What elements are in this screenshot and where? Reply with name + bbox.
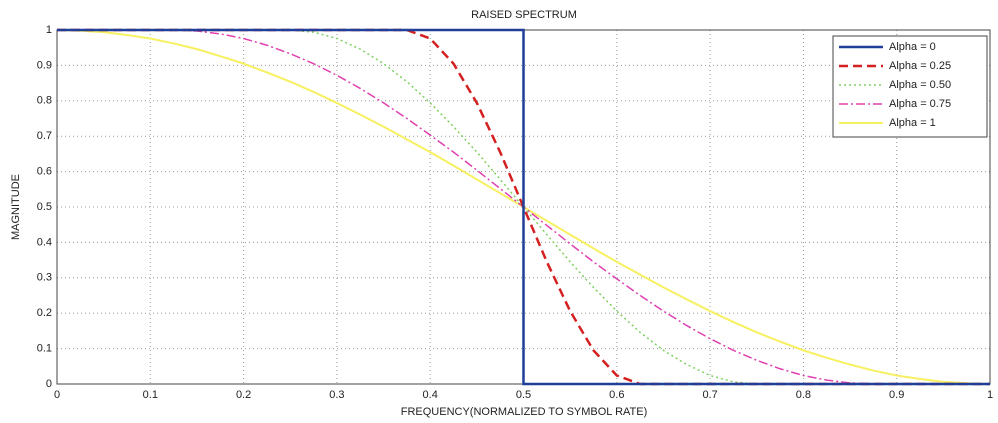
y-tick-label: 0.9 [37, 59, 52, 71]
legend-label: Alpha = 0 [889, 41, 936, 53]
legend-label: Alpha = 1 [889, 117, 936, 129]
y-tick-label: 0.7 [37, 130, 52, 142]
legend-label: Alpha = 0.75 [889, 98, 951, 110]
y-tick-label: 0 [46, 378, 52, 390]
y-tick-label: 0.6 [37, 166, 52, 178]
y-axis-label: MAGNITUDE [10, 174, 22, 240]
x-tick-label: 0.5 [516, 389, 531, 401]
legend-label: Alpha = 0.25 [889, 60, 951, 72]
x-tick-label: 0.2 [236, 389, 251, 401]
chart: RAISED SPECTRUM FREQUENCY(NORMALIZED TO … [0, 0, 998, 423]
x-tick-label: 0.6 [609, 389, 624, 401]
y-tick-label: 0.2 [37, 307, 52, 319]
x-tick-label: 0.7 [702, 389, 717, 401]
y-tick-label: 0.8 [37, 95, 52, 107]
x-tick-label: 0.4 [423, 389, 438, 401]
x-tick-label: 0.3 [329, 389, 344, 401]
legend-label: Alpha = 0.50 [889, 79, 951, 91]
x-tick-label: 0 [54, 389, 60, 401]
y-tick-label: 0.3 [37, 272, 52, 284]
x-tick-label: 0.9 [889, 389, 904, 401]
x-tick-label: 0.1 [143, 389, 158, 401]
y-tick-label: 0.5 [37, 201, 52, 213]
x-tick-label: 1 [987, 389, 993, 401]
x-axis-label: FREQUENCY(NORMALIZED TO SYMBOL RATE) [401, 406, 648, 418]
y-tick-label: 0.4 [37, 236, 52, 248]
y-tick-label: 1 [46, 24, 52, 36]
chart-title: RAISED SPECTRUM [471, 9, 577, 21]
x-tick-label: 0.8 [796, 389, 811, 401]
y-tick-label: 0.1 [37, 343, 52, 355]
